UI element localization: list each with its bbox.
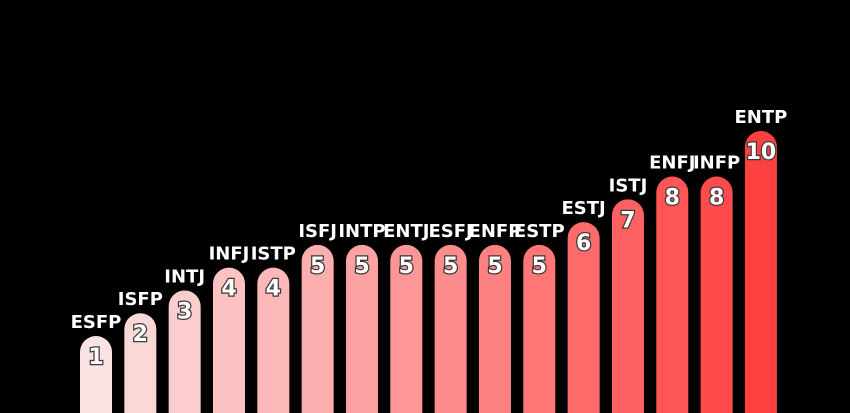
value-label: 3 bbox=[177, 299, 192, 324]
category-label: ISTP bbox=[251, 244, 296, 265]
value-label: 6 bbox=[576, 231, 591, 256]
category-label: ISFJ bbox=[298, 221, 337, 242]
labels-group: 1 ESFP 2 ISFP 3 INTJ 4 INFJ 4 ISTP 5 ISFJ 5 INTP 5 ENTJ… bbox=[71, 107, 788, 371]
bar-intj bbox=[168, 290, 201, 413]
value-label: 5 bbox=[310, 254, 325, 279]
value-label: 8 bbox=[709, 186, 724, 211]
bar-infj bbox=[212, 267, 245, 413]
category-label: ESFP bbox=[71, 312, 122, 333]
bar-enfj bbox=[656, 176, 689, 413]
category-label: INTP bbox=[338, 221, 385, 242]
bar-isfp bbox=[124, 313, 157, 413]
category-label: INTJ bbox=[164, 266, 205, 287]
category-label: INFJ bbox=[209, 244, 250, 265]
value-label: 7 bbox=[620, 208, 635, 233]
bar-estp bbox=[523, 244, 556, 413]
value-label: 5 bbox=[399, 254, 414, 279]
bar-infp bbox=[700, 176, 733, 413]
category-label: ENTJ bbox=[383, 221, 429, 242]
value-label: 5 bbox=[532, 254, 547, 279]
bar-istj bbox=[611, 199, 644, 413]
bar-enfp bbox=[478, 244, 511, 413]
category-label: ENFJ bbox=[649, 153, 695, 174]
bar-estj bbox=[567, 222, 600, 413]
value-label: 8 bbox=[665, 186, 680, 211]
category-label: ISTJ bbox=[609, 175, 648, 196]
value-label: 5 bbox=[443, 254, 458, 279]
category-label: ENFP bbox=[469, 221, 522, 242]
value-label: 1 bbox=[88, 345, 103, 370]
bar-isfj bbox=[301, 244, 334, 413]
value-label: 5 bbox=[354, 254, 369, 279]
category-label: INFP bbox=[693, 153, 740, 174]
bar-istp bbox=[257, 267, 290, 413]
value-label: 4 bbox=[221, 277, 236, 302]
value-label: 4 bbox=[266, 277, 281, 302]
bar-esfj bbox=[434, 244, 467, 413]
value-label: 10 bbox=[746, 140, 777, 165]
category-label: ENTP bbox=[735, 107, 788, 128]
bar-entp bbox=[744, 131, 777, 413]
bar-intp bbox=[345, 244, 378, 413]
bar-esfp bbox=[80, 336, 112, 413]
value-label: 2 bbox=[133, 322, 148, 347]
bars-group bbox=[80, 131, 777, 413]
category-label: ESFJ bbox=[429, 221, 473, 242]
value-label: 5 bbox=[487, 254, 502, 279]
bar-entj bbox=[390, 244, 423, 413]
category-label: ISFP bbox=[118, 289, 163, 310]
category-label: ESTP bbox=[514, 221, 565, 242]
category-label: ESTJ bbox=[562, 198, 606, 219]
